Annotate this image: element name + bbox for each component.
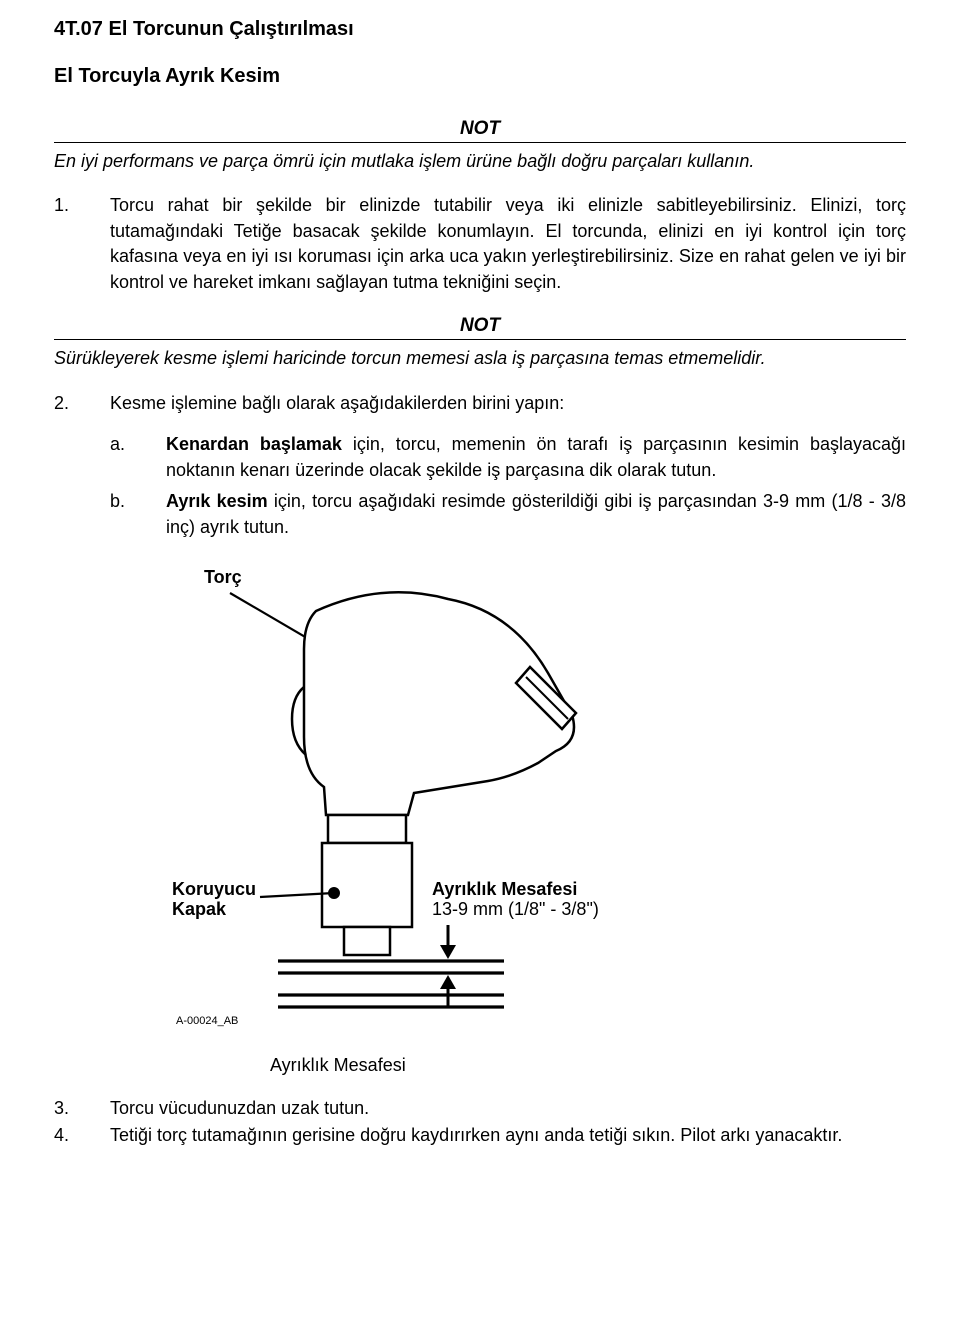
step-3: 3. Torcu vücudunuzdan uzak tutun. (54, 1096, 906, 1122)
section-title-text: El Torcunun Çalıştırılması (109, 18, 354, 40)
sub-title: El Torcuyla Ayrık Kesim (54, 65, 906, 88)
step-3-body: Torcu vücudunuzdan uzak tutun. (110, 1096, 906, 1122)
substep-a-body: Kenardan başlamak için, torcu, memenin ö… (166, 432, 906, 483)
intro-note: En iyi performans ve parça ömrü için mut… (54, 149, 906, 173)
substep-a: a. Kenardan başlamak için, torcu, memeni… (54, 432, 906, 483)
rule-1 (54, 142, 906, 143)
step-1: 1. Torcu rahat bir şekilde bir elinizde … (54, 193, 906, 295)
note-label-2: NOT (54, 315, 906, 337)
note-2-text: Sürükleyerek kesme işlemi haricinde torc… (54, 346, 906, 370)
figure-caption: Ayrıklık Mesafesi (270, 1055, 906, 1076)
substep-b: b. Ayrık kesim için, torcu aşağıdaki res… (54, 489, 906, 540)
torch-figure: Torç Koruyucu Kapak Ayrıklık Mesafesi 13… (204, 567, 906, 1037)
substep-a-lead: Kenardan başlamak (166, 434, 342, 454)
page: 4T.07 El Torcunun Çalıştırılması El Torc… (0, 0, 960, 1189)
step-3-number: 3. (54, 1096, 110, 1122)
step-4-body: Tetiği torç tutamağının gerisine doğru k… (110, 1123, 906, 1149)
substep-b-rest: için, torcu aşağıdaki resimde gösterildi… (166, 491, 906, 537)
substep-a-letter: a. (54, 432, 166, 483)
step-4-number: 4. (54, 1123, 110, 1149)
step-1-body: Torcu rahat bir şekilde bir elinizde tut… (110, 193, 906, 295)
substep-b-letter: b. (54, 489, 166, 540)
note-label-1: NOT (54, 118, 906, 140)
section-header: 4T.07 El Torcunun Çalıştırılması (54, 18, 906, 41)
section-number: 4T.07 (54, 18, 103, 40)
substep-b-lead: Ayrık kesim (166, 491, 268, 511)
step-4: 4. Tetiği torç tutamağının gerisine doğr… (54, 1123, 906, 1149)
step-1-number: 1. (54, 193, 110, 295)
step-2-body: Kesme işlemine bağlı olarak aşağıdakiler… (110, 391, 906, 417)
rule-2 (54, 339, 906, 340)
torch-figure-canvas: Torç Koruyucu Kapak Ayrıklık Mesafesi 13… (204, 567, 724, 1037)
step-2-number: 2. (54, 391, 110, 417)
torch-diagram-icon (204, 567, 724, 1037)
substep-b-body: Ayrık kesim için, torcu aşağıdaki resimd… (166, 489, 906, 540)
step-2: 2. Kesme işlemine bağlı olarak aşağıdaki… (54, 391, 906, 417)
